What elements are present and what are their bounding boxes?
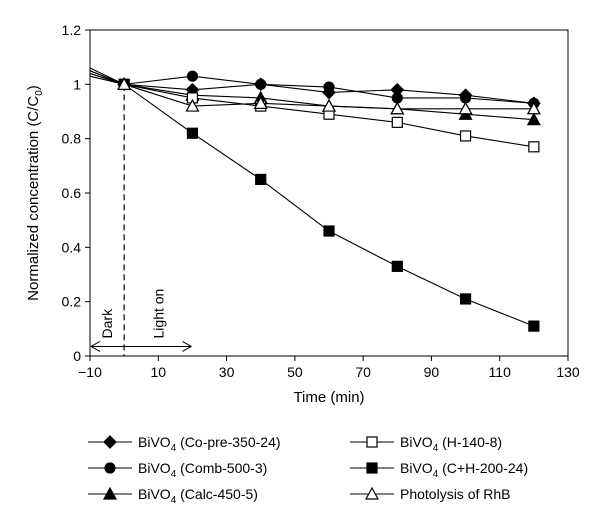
- legend-label-sub: 4: [432, 469, 439, 480]
- legend-label-main: BiVO: [138, 486, 171, 502]
- legend-label-tail: (Calc-450-5): [176, 486, 258, 502]
- legend-item: BiVO4 (Co-pre-350-24): [88, 432, 281, 454]
- legend-label-main: Photolysis of RhB: [400, 486, 511, 502]
- legend-label-sub: 4: [170, 495, 177, 506]
- data-point: [526, 101, 541, 115]
- x-tick-label: 10: [150, 364, 166, 380]
- legend-label: Photolysis of RhB: [400, 486, 511, 502]
- y-axis-title-sub: 0: [34, 90, 45, 96]
- legend-symbol-icon: [350, 486, 394, 500]
- data-point: [321, 98, 337, 112]
- data-point: [117, 77, 132, 90]
- x-axis-title: Time (min): [293, 389, 364, 406]
- data-point: [528, 141, 540, 153]
- legend-item: BiVO4 (H-140-8): [350, 432, 503, 454]
- chart: −10 10 30 50 70 90 110 130 0 0.2 0.4 0.6 0.8 1 1.2 Time…: [25, 22, 580, 406]
- dark-label: Dark: [99, 308, 115, 339]
- legend-item: Photolysis of RhB: [350, 484, 511, 504]
- legend-label-tail: (Comb-500-3): [176, 460, 268, 476]
- y-tick-label: 0: [73, 348, 81, 364]
- legend-label-main: BiVO: [138, 434, 171, 450]
- data-point: [323, 225, 335, 237]
- x-tick-label: 130: [556, 364, 580, 380]
- legend-marker: [366, 462, 378, 474]
- y-tick-label: 1: [73, 76, 81, 92]
- series-6: [89, 72, 541, 115]
- light-on-label: Light on: [150, 289, 166, 339]
- y-tick-label: 0.4: [62, 239, 82, 255]
- legend-marker: [103, 435, 117, 449]
- arrow-head-right-icon: [182, 341, 192, 352]
- data-point: [185, 98, 200, 112]
- series-line: [89, 70, 535, 327]
- legend-item: BiVO4 (Calc-450-5): [88, 484, 258, 506]
- legend: BiVO4 (Co-pre-350-24) BiVO4 (Comb-500-3) B…: [88, 432, 588, 522]
- y-tick-label: 0.8: [62, 131, 82, 147]
- data-point: [458, 101, 473, 115]
- data-point: [186, 70, 199, 82]
- data-point: [255, 78, 267, 90]
- legend-label-sub: 4: [170, 443, 177, 454]
- legend-label-main: BiVO: [138, 460, 171, 476]
- data-point: [526, 112, 541, 126]
- legend-label-main: BiVO: [400, 460, 433, 476]
- series-layer: [89, 67, 541, 332]
- annotations: Dark Light on: [90, 84, 192, 356]
- legend-label: BiVO4 (Comb-500-3): [138, 460, 268, 480]
- legend-label-tail: (Co-pre-350-24): [176, 434, 281, 450]
- legend-marker: [104, 462, 116, 474]
- data-point: [255, 173, 267, 186]
- data-point: [391, 260, 403, 272]
- y-tick-label: 1.2: [62, 22, 82, 38]
- series-line: [89, 70, 534, 104]
- legend-marker: [102, 486, 118, 500]
- legend-symbol-icon: [88, 462, 132, 474]
- y-tick-label: 0.2: [62, 294, 82, 310]
- y-tick-label: 0.6: [62, 185, 82, 201]
- arrow-head-left-icon: [90, 341, 101, 352]
- data-point: [253, 96, 268, 109]
- x-tick-label: 50: [287, 364, 303, 380]
- x-tick-label: 90: [424, 364, 440, 380]
- data-point: [391, 116, 403, 128]
- legend-symbol-icon: [88, 435, 132, 449]
- legend-item: BiVO4 (C+H-200-24): [350, 458, 529, 480]
- legend-symbol-icon: [350, 462, 394, 474]
- y-axis-title-main: Normalized concentration (C/C: [25, 96, 42, 301]
- y-axis-title: Normalized concentration (C/C0): [25, 85, 45, 301]
- axes: −10 10 30 50 70 90 110 130 0 0.2 0.4 0.6 0.8 1 1.2 Time…: [25, 22, 580, 406]
- data-point: [186, 127, 199, 139]
- legend-symbol-icon: [88, 486, 132, 500]
- series-line: [89, 72, 534, 110]
- legend-marker: [364, 486, 380, 500]
- legend-item: BiVO4 (Comb-500-3): [88, 458, 268, 480]
- data-point: [459, 92, 472, 104]
- legend-label-tail: (C+H-200-24): [438, 460, 529, 476]
- legend-marker: [366, 436, 378, 448]
- x-tick-label: −10: [78, 364, 102, 380]
- x-tick-label: 110: [489, 364, 512, 380]
- y-axis-title-tail: ): [25, 85, 42, 90]
- legend-label: BiVO4 (C+H-200-24): [400, 460, 529, 480]
- data-point: [459, 130, 472, 142]
- legend-label-tail: (H-140-8): [438, 434, 503, 450]
- data-point: [528, 320, 540, 332]
- legend-label-main: BiVO: [400, 434, 433, 450]
- legend-symbol-icon: [350, 436, 394, 448]
- data-point: [390, 101, 405, 115]
- data-point: [459, 293, 472, 305]
- legend-label: BiVO4 (Co-pre-350-24): [138, 434, 281, 454]
- legend-label-sub: 4: [170, 469, 177, 480]
- legend-label-sub: 4: [432, 443, 439, 454]
- data-point: [391, 92, 403, 104]
- legend-label: BiVO4 (Calc-450-5): [138, 486, 258, 506]
- x-tick-label: 70: [355, 364, 371, 380]
- series-line: [89, 72, 534, 104]
- x-tick-label: 30: [219, 364, 235, 380]
- legend-label: BiVO4 (H-140-8): [400, 434, 503, 454]
- series-line: [89, 75, 534, 148]
- data-point: [323, 81, 335, 93]
